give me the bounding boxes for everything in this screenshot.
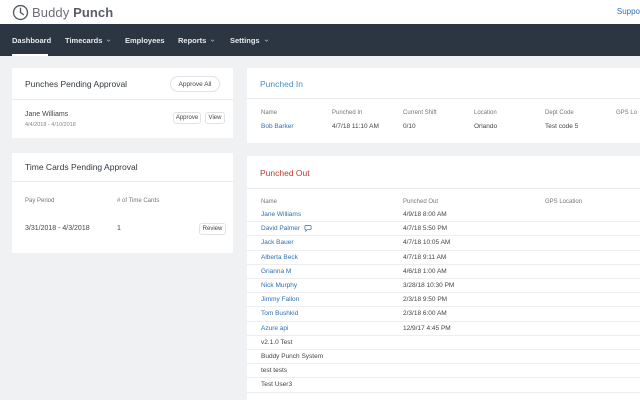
timecards-pending-card: Time Cards Pending Approval Pay Period #… <box>12 153 233 253</box>
column-header-gps-location: GPS Lo <box>616 110 638 116</box>
employee-name-link[interactable]: Jimmy Fallon <box>261 296 300 304</box>
punched-out-time: 4/9/18 8:00 AM <box>403 211 447 218</box>
punched-in-time: 4/7/18 11:10 AM <box>332 123 379 130</box>
punched-out-time: 4/7/18 9:11 AM <box>403 253 447 261</box>
approve-button[interactable]: Approve <box>173 112 201 124</box>
table-row: Tom Bushkid 2/3/18 6:00 AM <box>247 307 640 322</box>
table-row: Grianna M 4/6/18 1:00 AM <box>247 265 640 279</box>
punched-in-title: Punched In <box>260 79 304 89</box>
table-row: Nick Murphy 3/28/18 10:30 PM <box>247 279 640 294</box>
pay-period-value: 3/31/2018 - 4/3/2018 <box>25 225 90 232</box>
column-header-current-shift: Current Shift <box>403 110 437 116</box>
employee-name-link: Buddy Punch System <box>261 353 324 360</box>
punches-pending-card: Punches Pending Approval Approve All Jan… <box>12 68 233 138</box>
punched-in-card: Punched In Name Punched In Current Shift… <box>247 68 640 143</box>
clock-logo-icon <box>12 4 29 20</box>
employee-name-link[interactable]: Alberta Beck <box>261 253 298 261</box>
employee-name-link[interactable]: Nick Murphy <box>261 282 298 289</box>
approve-all-button[interactable]: Approve All <box>170 76 220 92</box>
chevron-down-icon <box>264 39 268 42</box>
punched-in-employee-link[interactable]: Bob Barker <box>261 123 294 130</box>
divider <box>247 188 640 189</box>
chevron-down-icon <box>211 39 215 42</box>
top-bar: Buddy Punch Suppo <box>0 0 640 24</box>
nav-timecards[interactable]: Timecards <box>65 24 111 56</box>
column-header-timecard-count: # of Time Cards <box>117 198 160 204</box>
nav-settings[interactable]: Settings <box>230 24 269 56</box>
punched-out-time: 4/6/18 1:00 AM <box>403 267 447 275</box>
table-row: v2.1.0 Test <box>247 336 640 350</box>
employee-name-link[interactable]: Jack Bauer <box>261 239 294 247</box>
employee-name-link[interactable]: Azure api <box>261 324 289 332</box>
table-row: test tests <box>247 364 640 379</box>
support-link[interactable]: Suppo <box>616 7 640 16</box>
chevron-down-icon <box>107 39 111 42</box>
punched-out-card: Punched Out Name Punched Out GPS Locatio… <box>247 156 640 400</box>
punched-out-time: 2/3/18 6:00 AM <box>403 310 447 318</box>
main-nav: Dashboard Timecards Employees Reports Se… <box>0 24 640 56</box>
table-row: Alberta Beck 4/7/18 9:11 AM <box>247 251 640 265</box>
nav-dashboard[interactable]: Dashboard <box>12 35 52 45</box>
table-row: Azure api 12/9/17 4:45 PM <box>247 322 640 336</box>
employee-name-link: test tests <box>261 367 288 375</box>
punches-pending-title: Punches Pending Approval <box>25 79 128 89</box>
employee-name-link[interactable]: David Palmer <box>261 225 301 233</box>
punched-out-time: 3/28/18 10:30 PM <box>403 282 455 289</box>
column-header-location: Location <box>474 110 497 116</box>
location-value: Orlando <box>474 123 498 130</box>
table-row: David Palmer 4/7/18 5:50 PM <box>247 222 640 237</box>
employee-name-link[interactable]: Tom Bushkid <box>261 310 299 318</box>
logo-text: Buddy Punch <box>32 4 114 20</box>
logo[interactable]: Buddy Punch <box>12 3 113 21</box>
pending-date-range: 4/4/2018 - 4/10/2018 <box>25 122 76 128</box>
divider <box>247 98 640 99</box>
punched-out-time: 2/3/18 9:50 PM <box>403 296 448 304</box>
employee-name-link: v2.1.0 Test <box>261 338 293 346</box>
column-header-dept-code: Dept Code <box>545 110 574 116</box>
column-header-pay-period: Pay Period <box>25 198 55 204</box>
employee-name-link[interactable]: Jane Williams <box>261 211 302 218</box>
divider <box>12 99 233 100</box>
nav-employees[interactable]: Employees <box>125 35 165 45</box>
column-header-gps-location: GPS Location <box>545 199 583 205</box>
employee-name-link[interactable]: Grianna M <box>261 267 292 275</box>
punched-out-time: 12/9/17 4:45 PM <box>403 324 451 332</box>
column-header-punched-in: Punched In <box>332 110 363 116</box>
punched-out-time: 4/7/18 5:50 PM <box>403 225 448 233</box>
review-button[interactable]: Review <box>199 223 226 235</box>
employee-name-link: Test User3 <box>261 381 293 389</box>
dept-code-value: Test code 5 <box>545 123 579 130</box>
punched-out-time: 4/7/18 10:05 AM <box>403 239 451 247</box>
view-button[interactable]: View <box>205 112 225 124</box>
current-shift-value: 0/10 <box>403 123 416 130</box>
table-row: Jane Williams 4/9/18 8:00 AM <box>247 208 640 223</box>
column-header-name: Name <box>261 110 278 116</box>
divider <box>12 181 233 182</box>
timecards-pending-title: Time Cards Pending Approval <box>25 162 138 172</box>
nav-reports[interactable]: Reports <box>178 24 215 56</box>
punched-out-title: Punched Out <box>260 168 310 178</box>
table-row: Jack Bauer 4/7/18 10:05 AM <box>247 236 640 251</box>
table-row: Test User3 <box>247 378 640 393</box>
timecard-count-value: 1 <box>117 225 121 232</box>
nav-active-indicator <box>12 54 48 56</box>
comment-icon[interactable] <box>304 225 312 233</box>
table-row: Buddy Punch System <box>247 350 640 365</box>
table-row: Jimmy Fallon 2/3/18 9:50 PM <box>247 293 640 308</box>
column-header-punched-out: Punched Out <box>403 199 439 205</box>
column-header-name: Name <box>261 199 278 205</box>
pending-employee-name: Jane Williams <box>25 111 69 118</box>
